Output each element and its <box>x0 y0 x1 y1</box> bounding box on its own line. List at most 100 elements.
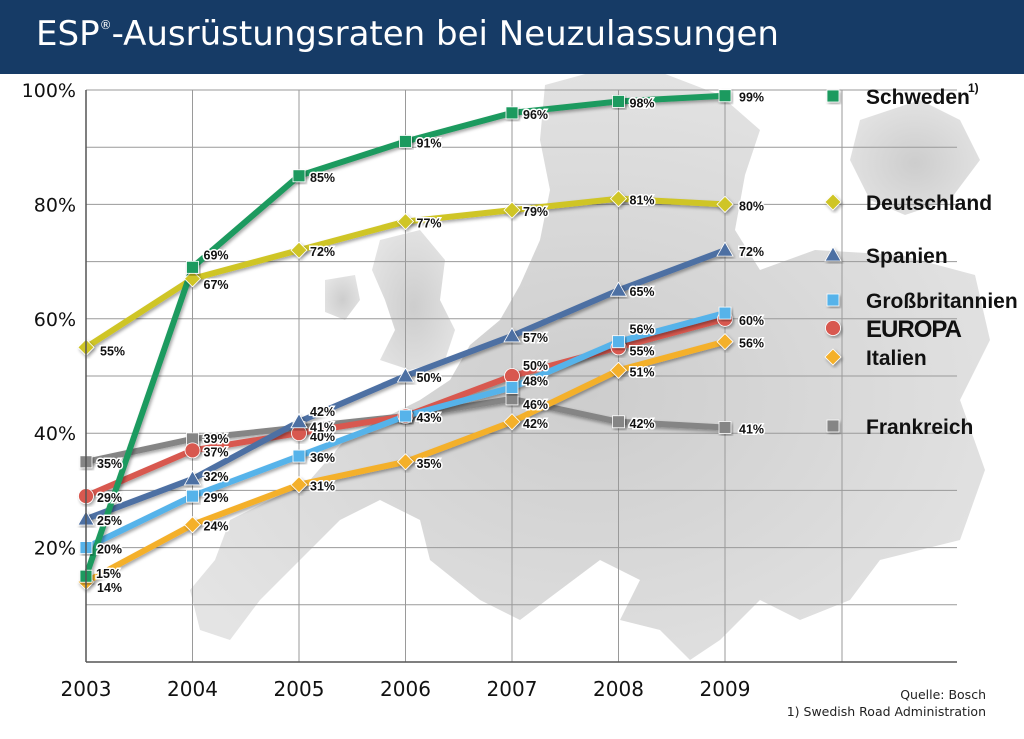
legend-marker <box>824 348 842 366</box>
data-label-grossbritannien: 36% <box>310 451 335 465</box>
data-label-italien: 42% <box>523 417 548 431</box>
marker-schweden <box>186 260 199 274</box>
data-label-europa: 29% <box>97 491 122 505</box>
data-label-schweden: 99% <box>739 91 764 105</box>
marker-italien <box>396 453 415 471</box>
marker-grossbritannien <box>399 409 412 423</box>
marker-deutschland <box>396 212 415 231</box>
data-label-spanien: 25% <box>97 514 122 528</box>
marker-italien <box>503 413 521 431</box>
title-prefix: ESP <box>36 14 100 54</box>
marker-grossbritannien <box>612 335 625 349</box>
legend-marker <box>825 320 841 336</box>
data-label-italien: 31% <box>310 480 335 494</box>
marker-grossbritannien <box>292 449 306 463</box>
marker-italien <box>183 516 202 534</box>
marker-spanien <box>503 327 521 343</box>
marker-spanien <box>609 281 628 297</box>
title-suffix: -Ausrüstungsraten bei Neuzulassungen <box>111 14 779 54</box>
marker-spanien <box>183 470 202 486</box>
title-bar: ESP®-Ausrüstungsraten bei Neuzulassungen <box>0 0 1024 74</box>
data-label-spanien: 50% <box>417 371 442 385</box>
data-label-deutschland: 80% <box>739 199 764 213</box>
data-label-frankreich: 39% <box>204 432 229 446</box>
data-label-schweden: 85% <box>310 171 335 185</box>
data-label-italien: 56% <box>739 337 764 351</box>
data-label-schweden: 96% <box>523 108 548 122</box>
x-tick-label: 2004 <box>167 677 218 701</box>
x-tick-label: 2003 <box>61 677 112 701</box>
registered-mark: ® <box>99 18 112 32</box>
marker-deutschland <box>503 201 521 219</box>
y-tick-label: 20% <box>34 538 76 560</box>
y-tick-label: 60% <box>34 309 76 331</box>
legend-marker <box>826 293 840 307</box>
legend-footnote-mark: 1) <box>968 81 979 95</box>
marker-schweden <box>718 89 732 103</box>
marker-schweden <box>292 169 306 183</box>
y-tick-label: 40% <box>34 423 76 445</box>
data-label-frankreich: 42% <box>630 417 655 431</box>
data-label-schweden: 98% <box>630 96 655 110</box>
data-label-europa: 60% <box>739 314 764 328</box>
legend-label: Großbritannien <box>866 290 1018 313</box>
y-tick-label: 80% <box>34 194 76 216</box>
data-label-deutschland: 77% <box>417 217 442 231</box>
data-label-spanien: 72% <box>739 245 764 259</box>
data-label-schweden: 69% <box>204 248 229 262</box>
legend-label: EUROPA <box>866 316 962 343</box>
marker-deutschland <box>609 190 628 208</box>
data-label-grossbritannien: 56% <box>630 323 655 337</box>
legend-label: Frankreich <box>866 416 973 439</box>
axes: 20% 40% 60% 80% 100% 2003 2004 2005 2006 2007 2008… <box>22 80 957 701</box>
data-label-deutschland: 79% <box>523 205 548 219</box>
marker-grossbritannien <box>718 306 732 320</box>
y-tick-label: 100% <box>22 80 76 102</box>
data-label-deutschland: 81% <box>630 194 655 208</box>
x-tick-label: 2007 <box>487 677 538 701</box>
marker-spanien <box>290 412 308 429</box>
legend-marker <box>824 193 842 211</box>
marker-spanien <box>396 367 415 383</box>
data-label-spanien: 32% <box>204 470 229 484</box>
data-label-grossbritannien: 48% <box>523 374 548 388</box>
marker-italien <box>609 361 628 379</box>
marker-deutschland <box>290 241 308 259</box>
data-label-frankreich: 46% <box>523 398 548 412</box>
marker-grossbritannien <box>186 489 199 503</box>
data-label-deutschland: 67% <box>204 278 229 292</box>
x-tick-label: 2005 <box>274 677 325 701</box>
marker-deutschland <box>716 195 734 213</box>
data-label-schweden: 15% <box>96 567 121 581</box>
data-label-spanien: 57% <box>523 331 548 345</box>
data-label-deutschland: 72% <box>310 245 335 259</box>
data-label-italien: 24% <box>204 520 229 534</box>
legend-label: Italien <box>866 347 927 370</box>
data-label-deutschland: 55% <box>100 344 125 358</box>
x-tick-label: 2008 <box>593 677 644 701</box>
data-label-grossbritannien: 29% <box>204 491 229 505</box>
data-label-italien: 14% <box>97 581 122 595</box>
legend-label: Spanien <box>866 245 948 268</box>
data-label-spanien: 42% <box>310 405 335 419</box>
marker-italien <box>290 476 308 494</box>
marker-deutschland <box>183 270 202 288</box>
marker-frankreich <box>505 392 519 406</box>
data-label-europa: 37% <box>204 445 229 459</box>
data-label-europa: 50% <box>523 359 548 373</box>
data-label-europa: 40% <box>310 430 335 444</box>
marker-europa <box>184 442 201 459</box>
source-line: Quelle: Bosch <box>900 687 986 702</box>
x-tick-label: 2006 <box>380 677 431 701</box>
legend-label: Schweden <box>866 86 970 109</box>
marker-schweden <box>505 106 519 120</box>
legend-marker <box>826 89 840 103</box>
data-label-frankreich: 41% <box>739 422 764 436</box>
marker-spanien <box>716 241 734 257</box>
marker-schweden <box>612 95 625 108</box>
marker-grossbritannien <box>505 381 519 394</box>
europe-map-background <box>190 74 990 660</box>
data-label-italien: 51% <box>630 365 655 379</box>
series-markers <box>77 89 734 591</box>
data-label-grossbritannien: 20% <box>97 543 122 557</box>
